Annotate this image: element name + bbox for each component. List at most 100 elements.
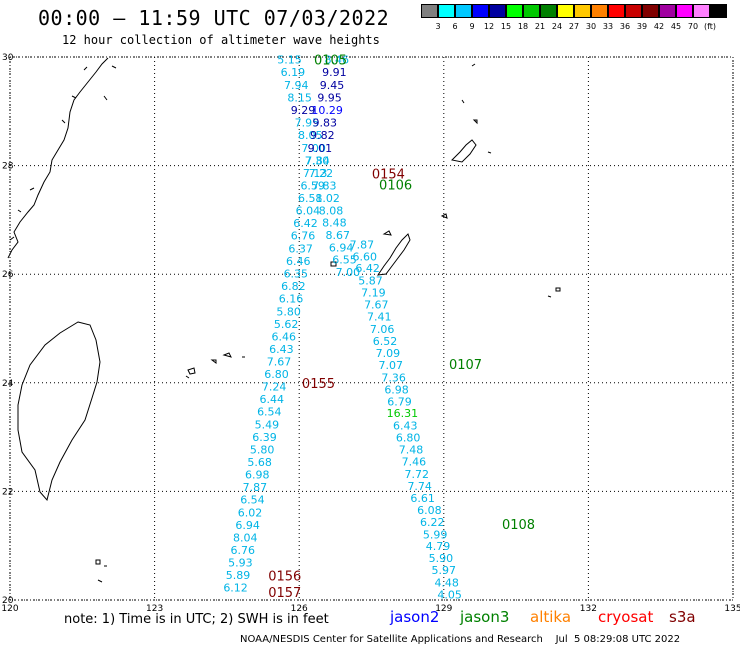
legend-swatch [574,4,591,18]
swh-value: 5.68 [247,456,272,469]
swh-value: 5.49 [255,419,280,432]
pass-time-label: 0106 [379,179,412,194]
lat-tick-label: 20 [2,596,14,606]
swh-value: 6.76 [231,544,256,557]
satellite-label: jason2 [390,608,440,626]
swh-value: 7.00 [301,142,326,155]
legend-label: 15 [500,22,512,31]
lat-tick-label: 26 [2,270,14,280]
swh-value: 6.22 [420,516,445,529]
swh-value: 9.83 [312,117,337,130]
legend-label: 33 [602,22,614,31]
swh-value: 6.46 [286,255,311,268]
pass-time-label: 0107 [449,358,482,373]
swh-value: 6.61 [410,492,435,505]
legend-swatch [625,4,642,18]
legend-swatch [591,4,608,18]
lon-tick-label: 132 [580,604,597,614]
swh-value: 5.62 [274,318,299,331]
swh-value: 7.07 [379,359,404,372]
legend-label: 36 [619,22,631,31]
pass-time-label: 0155 [302,377,335,392]
swh-value: 6.76 [291,230,316,243]
swh-value: 4.48 [434,577,459,590]
lat-tick-label: 24 [2,379,14,389]
swh-value: 7.41 [367,311,392,324]
swh-value: 6.98 [384,383,409,396]
swh-value: 6.54 [240,494,265,507]
pass-time-label: 0105 [314,54,347,69]
swh-value: 7.46 [402,456,427,469]
swh-value: 7.22 [309,167,334,180]
swh-value: 9.91 [322,66,347,79]
swh-value: 4.05 [437,589,462,602]
swh-value: 6.02 [238,507,263,520]
legend-swatch [642,4,659,18]
legend-label: 45 [670,22,682,31]
swh-value: 6.80 [264,368,289,381]
swh-value: 7.09 [376,347,401,360]
coastlines [7,57,561,583]
legend-label: (ft) [703,22,717,31]
lon-tick-label: 135 [724,604,740,614]
legend-label: 39 [636,22,648,31]
swh-value: 8.02 [315,192,340,205]
swh-value: 7.48 [399,444,424,457]
swh-value: 6.39 [252,431,277,444]
lon-tick-label: 123 [146,604,163,614]
swh-value: 7.84 [305,155,330,168]
lon-tick-label: 129 [435,604,452,614]
swh-value: 6.80 [396,432,421,445]
legend-label: 21 [534,22,546,31]
footer-credit: NOAA/NESDIS Center for Satellite Applica… [240,634,681,645]
swh-value: 16.31 [387,407,419,420]
lat-tick-label: 28 [2,162,14,172]
swh-value: 6.82 [281,280,306,293]
swh-value: 7.00 [336,266,361,279]
swh-value: 6.42 [355,262,380,275]
swh-value: 7.72 [405,468,430,481]
pass-time-label: 0157 [268,586,301,601]
swh-value: 8.05 [298,129,323,142]
swh-value: 8.48 [322,217,347,230]
satellite-label: altika [530,608,572,626]
legend-swatch [540,4,557,18]
legend-swatch [608,4,625,18]
lat-tick-label: 22 [2,487,13,497]
swh-value: 6.54 [257,406,282,419]
lat-lon-grid: 120 123 126 129 132 135 30 28 26 24 22 20 [1,53,740,614]
page-title: 00:00 – 11:59 UTC 07/03/2022 [38,6,390,30]
legend-label: 27 [568,22,580,31]
swh-value: 9.01 [308,142,333,155]
legend-swatch [676,4,693,18]
legend-label: 6 [452,22,458,31]
okinawa-coastline [376,233,411,276]
legend-swatch [506,4,523,18]
swh-value: 6.19 [281,66,306,79]
swh-value: 6.16 [279,293,304,306]
swh-value: 6.98 [245,469,270,482]
swh-value: 6.43 [393,420,418,433]
legend-label: 70 [687,22,699,31]
amami-coastline [450,139,477,163]
lon-tick-label: 120 [1,604,18,614]
swh-value: 6.51 [298,192,323,205]
legend-label: 24 [551,22,563,31]
satellite-label: s3a [669,608,696,626]
swh-values: 5.156.197.948.159.297.958.057.007.307.22… [223,54,462,602]
swh-value: 7.95 [295,117,320,130]
swh-value: 6.12 [223,582,248,595]
swh-value: 7.36 [381,371,406,384]
swh-value: 6.44 [259,393,284,406]
legend-label: 12 [483,22,495,31]
swh-value: 7.06 [370,323,395,336]
swh-value: 5.80 [250,444,275,457]
legend-swatch [489,4,506,18]
lat-tick-label: 30 [2,53,14,63]
page-subtitle: 12 hour collection of altimeter wave hei… [62,33,380,47]
swh-value: 5.89 [226,569,251,582]
satellite-label: jason3 [460,608,510,626]
swh-value: 6.55 [332,254,357,267]
swh-value: 6.94 [329,242,354,255]
